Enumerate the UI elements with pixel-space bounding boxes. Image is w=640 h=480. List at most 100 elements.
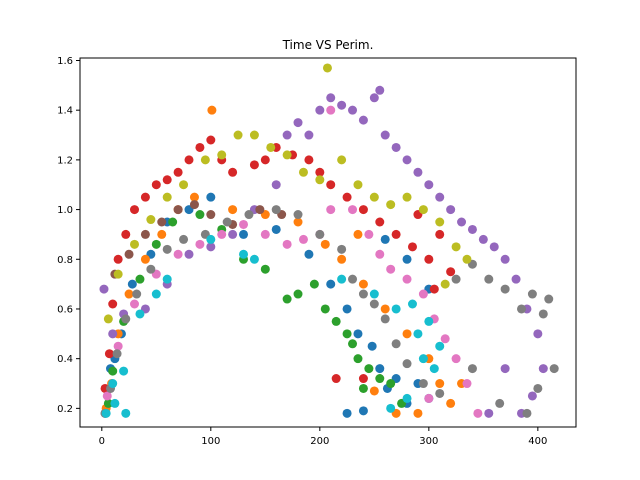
data-point: [369, 386, 379, 396]
data-point: [217, 229, 227, 239]
data-point: [320, 304, 330, 314]
data-point: [189, 192, 199, 202]
data-point: [413, 329, 423, 339]
data-point: [184, 249, 194, 259]
data-point: [435, 192, 445, 202]
data-point: [424, 180, 434, 190]
data-point: [228, 167, 238, 177]
data-point: [104, 349, 114, 359]
data-point: [424, 254, 434, 264]
data-point: [271, 224, 281, 234]
data-point: [233, 130, 243, 140]
data-point: [375, 217, 385, 227]
data-point: [110, 398, 120, 408]
data-point: [337, 244, 347, 254]
data-point: [380, 304, 390, 314]
data-point: [527, 289, 537, 299]
data-point: [162, 192, 172, 202]
data-point: [473, 408, 483, 418]
data-point: [184, 155, 194, 165]
data-point: [293, 210, 303, 220]
data-point: [179, 180, 189, 190]
data-point: [108, 299, 118, 309]
data-point: [293, 118, 303, 128]
data-point: [127, 279, 137, 289]
data-point: [102, 391, 112, 401]
data-point: [380, 130, 390, 140]
data-point: [446, 205, 456, 215]
data-point: [304, 249, 314, 259]
series-4: [99, 85, 548, 418]
data-point: [446, 398, 456, 408]
data-point: [157, 229, 167, 239]
x-tick-label: 300: [419, 436, 438, 447]
data-point: [380, 234, 390, 244]
data-point: [162, 175, 172, 185]
data-point: [375, 85, 385, 95]
data-point: [380, 314, 390, 324]
data-point: [103, 398, 113, 408]
data-point: [108, 379, 118, 389]
data-point: [315, 175, 325, 185]
data-point: [418, 379, 428, 389]
data-point: [260, 264, 270, 274]
data-point: [391, 339, 401, 349]
data-point: [435, 229, 445, 239]
data-point: [342, 329, 352, 339]
data-point: [113, 254, 123, 264]
data-point: [353, 180, 363, 190]
data-point: [440, 279, 450, 289]
data-point: [402, 359, 412, 369]
data-point: [435, 217, 445, 227]
data-point: [435, 379, 445, 389]
data-point: [533, 329, 543, 339]
data-point: [358, 289, 368, 299]
data-point: [207, 105, 217, 115]
series-8: [103, 63, 472, 324]
data-point: [353, 229, 363, 239]
data-point: [331, 316, 341, 326]
data-point: [484, 274, 494, 284]
data-point: [326, 279, 336, 289]
data-point: [151, 289, 161, 299]
data-point: [293, 217, 303, 227]
data-point: [108, 329, 118, 339]
data-point: [217, 150, 227, 160]
data-point: [358, 279, 368, 289]
data-point: [375, 364, 385, 374]
data-point: [391, 142, 401, 152]
data-point: [358, 374, 368, 384]
data-point: [195, 239, 205, 249]
data-point: [484, 408, 494, 418]
data-point: [413, 408, 423, 418]
data-point: [189, 200, 199, 210]
data-point: [549, 364, 559, 374]
x-tick-label: 400: [528, 436, 547, 447]
data-point: [298, 167, 308, 177]
data-point: [326, 105, 336, 115]
data-point: [315, 167, 325, 177]
data-point: [402, 393, 412, 403]
data-point: [206, 234, 216, 244]
data-point: [162, 274, 172, 284]
data-point: [140, 229, 150, 239]
axis-layer: 0 100 200 300 400 0.2 0.4 0.6 0.8 1.0 1.2 1.4 1.6: [57, 56, 547, 447]
data-point: [402, 274, 412, 284]
data-point: [206, 210, 216, 220]
data-point: [130, 239, 140, 249]
y-tick-label: 1.4: [57, 106, 73, 117]
data-point: [282, 239, 292, 249]
y-tick-label: 0.6: [57, 304, 73, 315]
data-point: [326, 93, 336, 103]
data-point: [101, 408, 111, 418]
y-tick-label: 1.0: [57, 205, 73, 216]
data-point: [451, 242, 461, 252]
data-point: [358, 115, 368, 125]
data-point: [206, 135, 216, 145]
data-point: [132, 289, 142, 299]
data-point: [135, 309, 145, 319]
data-point: [391, 304, 401, 314]
data-point: [375, 249, 385, 259]
data-point: [369, 299, 379, 309]
